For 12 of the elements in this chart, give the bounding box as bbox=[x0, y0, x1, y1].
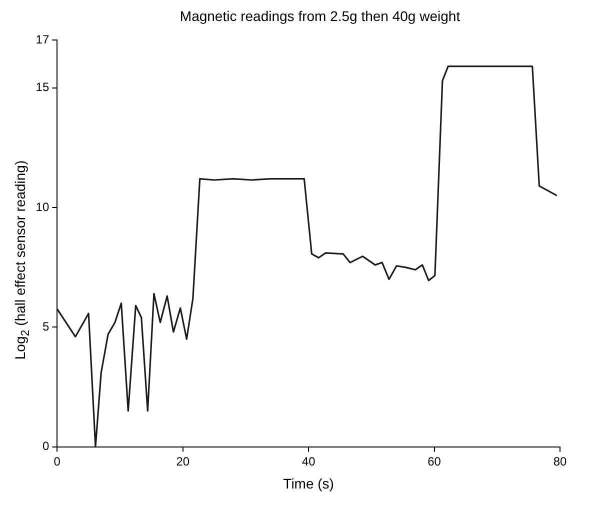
y-tick-label: 17 bbox=[36, 32, 50, 46]
y-tick-label: 0 bbox=[42, 439, 50, 454]
x-tick-label: 0 bbox=[54, 454, 61, 468]
y-tick-label: 10 bbox=[36, 200, 50, 214]
y-tick-label: 5 bbox=[42, 319, 50, 334]
y-tick-label: 15 bbox=[36, 80, 50, 94]
x-tick-label: 40 bbox=[302, 454, 316, 468]
chart-title: Magnetic readings from 2.5g then 40g weight bbox=[178, 8, 462, 24]
x-tick-label: 60 bbox=[428, 454, 442, 468]
x-axis-title: Time (s) bbox=[283, 475, 334, 492]
x-tick-label: 20 bbox=[176, 454, 190, 468]
x-tick-label: 80 bbox=[553, 454, 567, 468]
